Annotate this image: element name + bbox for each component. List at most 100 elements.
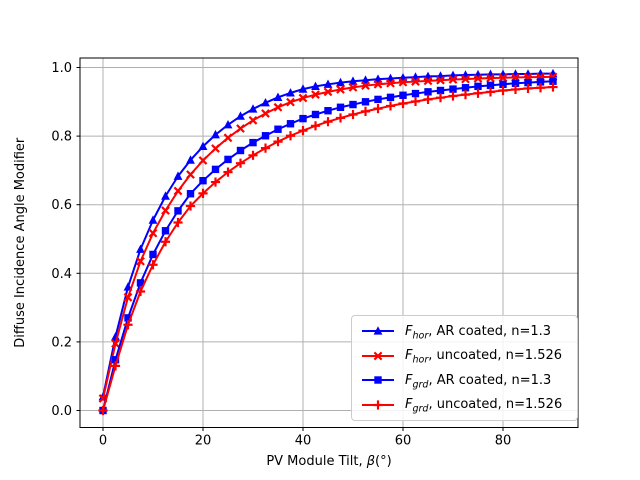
x-tick-label: 0 [99, 434, 107, 449]
x-marker [336, 85, 345, 94]
triangle-marker [286, 88, 295, 97]
x-marker [411, 77, 420, 86]
plus-marker [123, 320, 133, 330]
plus-marker [423, 94, 433, 104]
square-marker [186, 190, 195, 198]
square-marker [424, 88, 432, 96]
x-marker [423, 76, 433, 86]
y-tick-label: 0.2 [51, 335, 72, 350]
x-marker [273, 102, 283, 112]
plus-marker [385, 101, 396, 111]
plus-marker [548, 82, 558, 92]
plus-marker [535, 83, 546, 93]
triangle-marker [148, 215, 158, 224]
square-marker [149, 250, 157, 259]
x-marker [148, 228, 158, 238]
axes-spines [79, 57, 579, 428]
x-marker [373, 79, 383, 89]
square-marker [349, 100, 357, 109]
plus-marker [185, 201, 196, 211]
x-marker [398, 77, 408, 87]
square-marker [211, 165, 220, 174]
triangle-marker [136, 244, 145, 253]
plus-marker [285, 131, 296, 141]
y-tick-label: 0.6 [51, 198, 72, 213]
square-marker [511, 79, 520, 87]
y-tick-label: 0.4 [51, 267, 72, 282]
legend-sample-triangle-up-icon [362, 326, 394, 335]
legend-label: Fgrd, uncoated, n=1.526 [405, 397, 563, 415]
triangle-marker [186, 155, 195, 164]
legend-sample-x-icon [362, 351, 394, 361]
triangle-marker [298, 84, 308, 93]
plus-marker [373, 400, 383, 410]
x-marker [261, 109, 270, 118]
x-marker [448, 75, 458, 84]
plus-marker [398, 98, 408, 109]
square-marker [311, 110, 320, 119]
square-marker [524, 78, 532, 87]
plus-marker [298, 126, 308, 136]
plus-marker [523, 83, 533, 94]
plus-marker [173, 217, 183, 228]
x-marker [223, 133, 233, 143]
triangle-marker [223, 119, 233, 129]
x-tick-label: 20 [195, 434, 212, 449]
x-marker [498, 73, 508, 83]
plus-marker [248, 150, 258, 160]
x-tick-label: 40 [295, 434, 312, 449]
legend-label: Fhor, AR coated, n=1.3 [405, 323, 552, 342]
plus-marker [135, 286, 146, 297]
x-marker [111, 339, 120, 348]
x-marker [373, 351, 383, 361]
triangle-marker [236, 111, 245, 120]
legend-item-fgrd-ar: Fgrd, AR coated, n=1.3 [360, 369, 569, 391]
plus-marker [498, 85, 508, 96]
plus-marker [110, 361, 121, 371]
plus-marker [323, 117, 333, 127]
square-marker [124, 314, 132, 322]
x-marker [186, 170, 195, 179]
x-marker [461, 74, 470, 84]
plus-marker [198, 188, 208, 198]
square-marker [374, 376, 382, 384]
x-marker [136, 256, 145, 266]
square-marker [161, 227, 170, 235]
square-marker [499, 80, 507, 89]
plus-marker [510, 84, 521, 95]
x-marker [123, 292, 133, 302]
x-marker [323, 87, 333, 97]
triangle-marker [211, 129, 220, 139]
plus-marker [410, 96, 421, 107]
square-marker [224, 155, 232, 164]
plus-marker [160, 237, 171, 247]
square-marker [249, 138, 257, 147]
square-marker [261, 132, 270, 140]
x-marker [386, 78, 395, 88]
square-marker [549, 77, 557, 85]
square-marker [399, 91, 407, 99]
triangle-marker [361, 75, 370, 84]
square-marker [286, 120, 295, 128]
y-tick-label: 1.0 [51, 61, 72, 76]
triangle-marker [273, 92, 283, 101]
square-marker [361, 98, 370, 106]
x-marker [473, 74, 483, 83]
x-tick-label: 80 [495, 434, 512, 449]
plus-marker [335, 113, 346, 123]
x-marker [348, 83, 358, 92]
plus-marker [148, 260, 158, 270]
square-marker [386, 93, 395, 102]
square-marker [136, 279, 145, 287]
triangle-marker [336, 77, 345, 87]
plus-marker [473, 88, 483, 98]
triangle-marker [348, 76, 358, 85]
square-marker [461, 84, 470, 92]
plus-marker [260, 143, 271, 153]
plus-marker [360, 106, 371, 117]
square-marker [324, 107, 332, 115]
plus-marker [98, 405, 108, 416]
x-marker [286, 97, 295, 107]
square-marker [449, 85, 457, 93]
square-marker [299, 114, 307, 123]
